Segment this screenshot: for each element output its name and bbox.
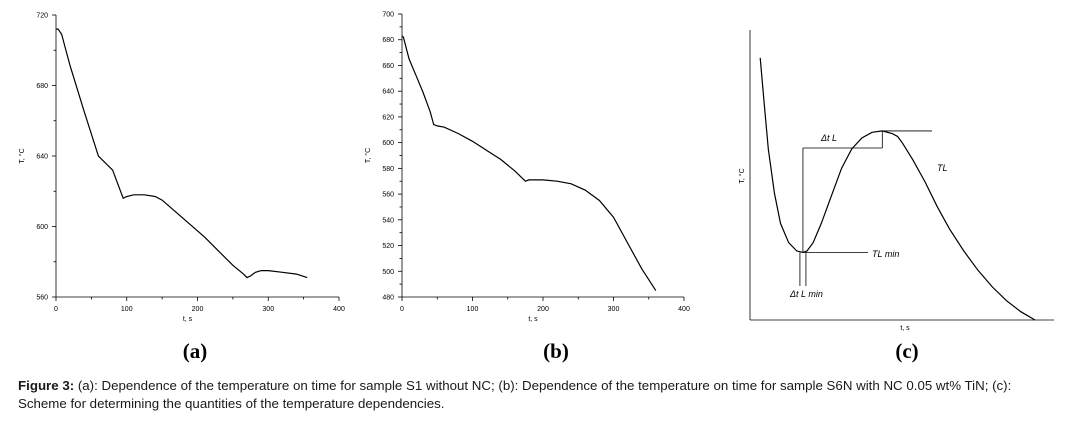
y-tick-label: 640 xyxy=(382,89,394,96)
tl-label: TL xyxy=(937,163,948,173)
y-axis-label: T, °C xyxy=(738,168,746,183)
delta-tl-label: Δt L xyxy=(820,133,837,143)
y-tick-label: 720 xyxy=(36,13,48,20)
caption-label: Figure 3: xyxy=(18,378,75,393)
y-tick-label: 640 xyxy=(36,154,48,161)
y-tick-label: 680 xyxy=(36,83,48,90)
y-tick-label: 580 xyxy=(382,166,394,173)
x-tick-label: 100 xyxy=(121,306,133,313)
panel-label: (c) xyxy=(895,339,918,363)
x-tick-label: 0 xyxy=(400,306,404,313)
tl-min-label: TL min xyxy=(872,249,899,259)
x-axis-label: t, s xyxy=(183,316,193,323)
x-tick-label: 200 xyxy=(192,306,204,313)
x-tick-label: 400 xyxy=(678,306,690,313)
x-tick-label: 300 xyxy=(608,306,620,313)
y-tick-label: 560 xyxy=(36,295,48,302)
temperature-curve xyxy=(56,28,308,279)
temperature-curve xyxy=(759,57,1036,321)
chart-c: t, s T, °C Δt L TL TL min Δt L min (c) xyxy=(738,30,1054,363)
y-tick-label: 540 xyxy=(382,217,394,224)
x-axis-label: t, s xyxy=(900,325,910,332)
y-tick-label: 600 xyxy=(382,140,394,147)
figure-caption: Figure 3: (a): Dependence of the tempera… xyxy=(18,377,1058,413)
x-tick-label: 0 xyxy=(54,306,58,313)
panel-label: (b) xyxy=(543,339,569,363)
x-tick-label: 100 xyxy=(467,306,479,313)
y-tick-label: 620 xyxy=(382,114,394,121)
x-axis-label: t, s xyxy=(528,316,538,323)
x-tick-label: 300 xyxy=(262,306,274,313)
y-tick-label: 680 xyxy=(382,37,394,44)
temperature-curve xyxy=(401,35,657,291)
chart-b: 0 100 200 300 400 480 500 520 540 560 580 600 620 640… xyxy=(364,12,690,364)
panel-label: (a) xyxy=(183,339,208,363)
chart-a: 0 100 200 300 400 560 600 640 680 720 t, s T, °C (a) xyxy=(18,13,345,364)
x-tick-label: 400 xyxy=(333,306,345,313)
caption-text: (a): Dependence of the temperature on ti… xyxy=(18,378,1012,411)
y-tick-label: 560 xyxy=(382,192,394,199)
y-tick-label: 700 xyxy=(382,12,394,19)
y-axis-label: T, °C xyxy=(18,148,26,163)
y-tick-label: 600 xyxy=(36,224,48,231)
y-tick-label: 500 xyxy=(382,269,394,276)
x-tick-label: 200 xyxy=(537,306,549,313)
delta-tl-min-label: Δt L min xyxy=(789,289,823,299)
y-tick-label: 520 xyxy=(382,243,394,250)
y-tick-label: 480 xyxy=(382,295,394,302)
y-tick-label: 660 xyxy=(382,63,394,70)
y-axis-label: T, °C xyxy=(364,148,372,163)
